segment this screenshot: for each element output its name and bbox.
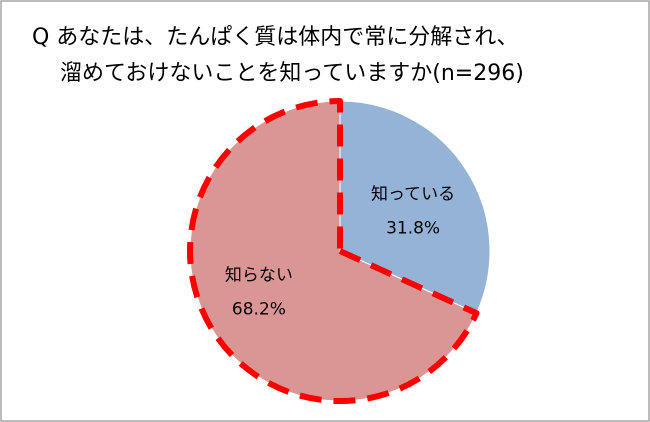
slice-label: 知っている <box>371 184 455 204</box>
slice-outline <box>187 98 480 404</box>
pie-slice <box>339 100 491 314</box>
value-label: 31.8% <box>386 218 440 238</box>
chart-title: Q あなたは、たんぱく質は体内で常に分解され、 <box>32 25 519 50</box>
chart-title: 溜めておけないことを知っていますか(n=296) <box>60 61 524 86</box>
value-label: 68.2% <box>232 300 286 320</box>
slice-label: 知らない <box>225 266 293 286</box>
